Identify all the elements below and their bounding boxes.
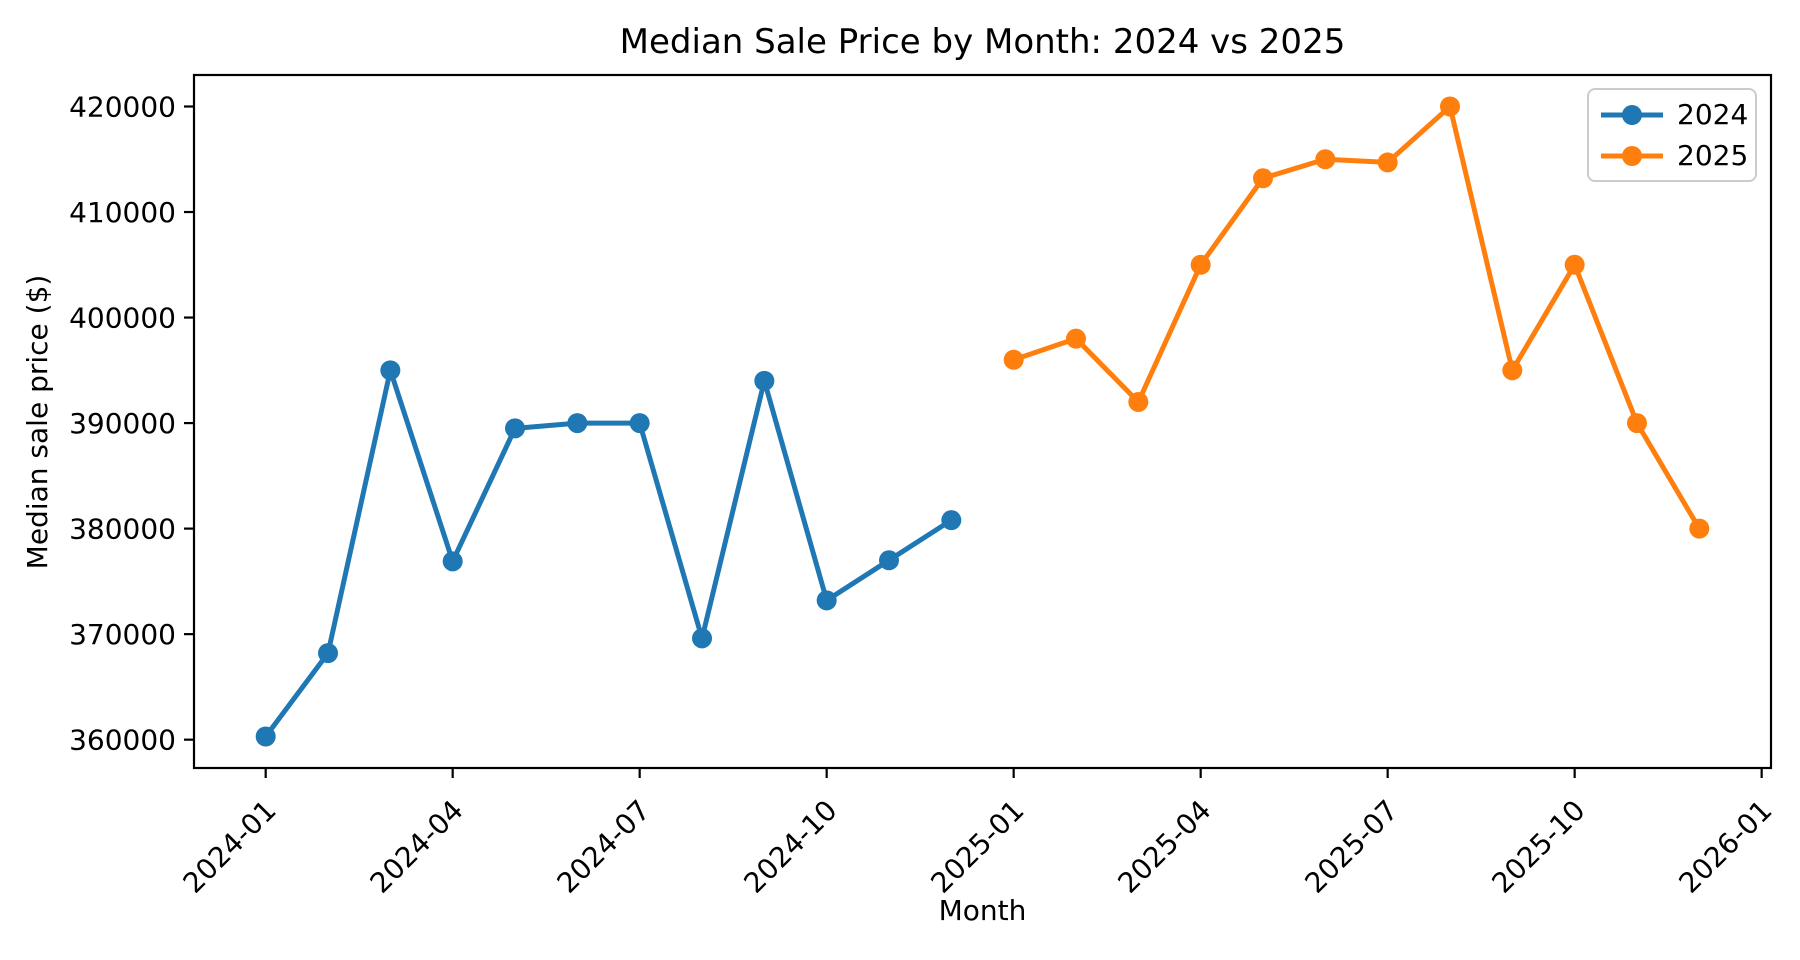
series-2025-point [1689,518,1710,539]
series-2024-point [879,550,900,571]
series-2024-point [442,551,463,572]
legend-label-2024: 2024 [1677,97,1749,131]
y-tick-label: 400000 [69,302,176,335]
legend-line-marker-2025-icon [1601,145,1663,166]
y-tick-label: 420000 [69,91,176,124]
series-2025-point [1128,391,1149,412]
x-tick-label: 2025-07 [1299,794,1405,900]
y-tick-label: 390000 [69,407,176,440]
legend-line-marker-2024-icon [1601,104,1663,125]
series-2024-point [692,628,713,649]
x-tick-label: 2024-10 [738,794,844,900]
series-2024-point [567,413,588,434]
y-tick-label: 370000 [69,618,176,651]
x-tick-label: 2024-04 [364,794,470,900]
series-2024-point [629,413,650,434]
series-2024-line [263,367,954,739]
series-2025-line [1011,104,1702,532]
legend-entry-2024: 2024 [1599,97,1749,131]
series-2025-point [1377,152,1398,173]
legend-label-2025: 2025 [1677,138,1749,172]
series-2025-point [1564,254,1585,275]
series-2025-point [1252,168,1273,189]
legend-marker-2024 [1622,104,1642,125]
series-2024-point [380,360,401,381]
series-2025-point [1502,360,1523,381]
x-tick-label: 2024-01 [177,794,283,900]
series-2024-point [505,418,526,439]
series-2025-point [1003,349,1024,370]
series-2025-point [1065,328,1086,349]
y-tick-label: 360000 [69,724,176,757]
series-2025-point [1315,149,1336,170]
series-2024-point [816,590,837,611]
x-tick-label: 2026-01 [1673,794,1779,900]
legend-entry-2025: 2025 [1599,138,1749,172]
x-tick-label: 2024-07 [551,794,657,900]
x-axis-label: Month [938,894,1027,927]
legend: 2024 2025 [1587,88,1757,182]
series-2025-point [1439,96,1460,117]
series-2024-point [318,643,339,664]
legend-marker-2025 [1622,145,1642,166]
series-2024-point [941,510,962,531]
series-2025-point [1190,254,1211,275]
series-2024-point [255,726,276,747]
series-2024-point [754,370,775,391]
y-tick-label: 380000 [69,513,176,546]
x-tick-label: 2025-01 [925,794,1031,900]
x-tick-label: 2025-10 [1486,794,1592,900]
axes-spines [192,73,1773,770]
chart-title: Median Sale Price by Month: 2024 vs 2025 [619,22,1346,62]
y-tick-label: 410000 [69,196,176,229]
series-2025-point [1626,413,1647,434]
y-axis-label: Median sale price ($) [21,274,54,570]
x-tick-label: 2025-04 [1112,794,1218,900]
